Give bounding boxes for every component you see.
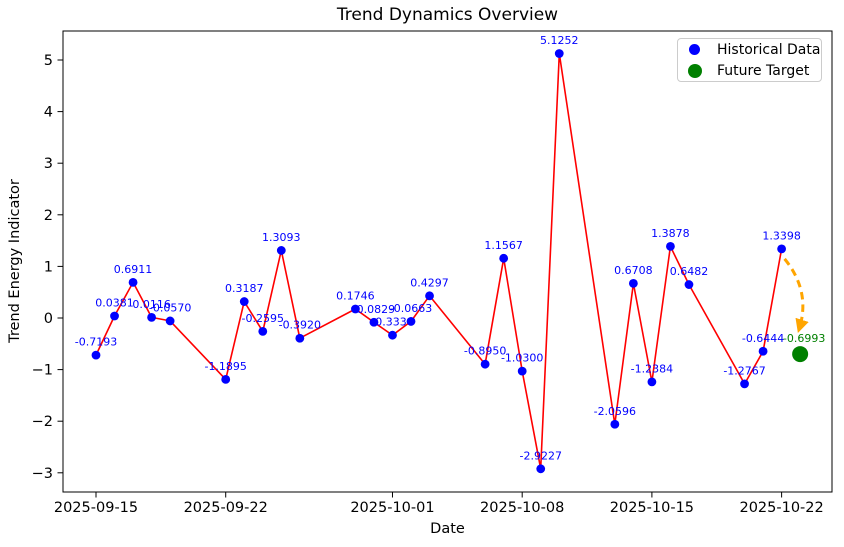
- data-point-label: -1.0300: [501, 352, 543, 365]
- data-point: [647, 377, 657, 387]
- data-point-label: -0.2595: [242, 312, 284, 325]
- data-point-label: 1.3093: [262, 231, 301, 244]
- y-axis-label: Trend Energy Indicator: [7, 179, 23, 343]
- data-point-label: -0.3330: [371, 316, 413, 329]
- data-point-label: -0.0570: [149, 301, 191, 314]
- legend-item-future-target: Future Target: [678, 62, 821, 79]
- data-point-label: -0.0663: [390, 302, 432, 315]
- y-tick-label: 0: [44, 311, 53, 327]
- data-point: [480, 359, 490, 369]
- data-point-label: -1.2767: [723, 364, 765, 377]
- y-tick-label: 2: [44, 208, 53, 224]
- data-point-label: -0.3920: [279, 319, 321, 332]
- data-point-label: 5.1252: [540, 34, 579, 47]
- data-point-label: -2.9227: [519, 449, 561, 462]
- data-point: [110, 311, 119, 321]
- future-point-label: -0.6993: [783, 332, 825, 345]
- data-point: [666, 241, 675, 251]
- data-point: [369, 317, 379, 327]
- x-tick-label: 2025-10-15: [610, 500, 694, 516]
- data-point-label: -0.7193: [75, 336, 117, 349]
- data-point-label: 0.3187: [225, 282, 264, 295]
- data-point: [610, 419, 620, 429]
- data-point: [777, 244, 787, 254]
- data-point-label: 1.1567: [484, 239, 523, 252]
- data-point-label: -0.6444: [742, 332, 784, 345]
- x-tick-label: 2025-10-08: [480, 500, 564, 516]
- forecast-arrow: [783, 257, 809, 334]
- data-point: [499, 253, 509, 263]
- data-point-label: -2.0596: [594, 405, 636, 418]
- y-tick-label: 1: [44, 259, 53, 275]
- data-point-label: 0.0381: [95, 297, 134, 310]
- data-point: [276, 246, 286, 255]
- x-tick-label: 2025-10-22: [739, 500, 823, 516]
- data-point: [554, 49, 564, 58]
- x-tick-label: 2025-10-01: [350, 500, 434, 516]
- data-point-label: 0.6708: [614, 264, 653, 277]
- historical-data-marker-icon: [689, 44, 700, 55]
- data-point: [165, 316, 175, 326]
- data-point: [91, 350, 101, 360]
- data-point: [239, 297, 249, 306]
- future-point: [792, 346, 809, 363]
- data-point: [406, 317, 416, 326]
- legend-label-historical-data: Historical Data: [717, 41, 821, 58]
- legend: Historical Data Future Target: [677, 38, 822, 82]
- chart-title: Trend Dynamics Overview: [336, 5, 559, 25]
- y-tick-label: 3: [44, 156, 53, 172]
- data-point-label: 0.0116: [132, 298, 171, 311]
- data-point-label: -1.1895: [204, 360, 246, 373]
- data-point: [758, 346, 768, 356]
- y-tick-label: 5: [44, 53, 53, 69]
- data-point: [147, 313, 156, 322]
- data-point-label: 0.1746: [336, 289, 375, 302]
- data-point-label: 1.3878: [651, 227, 690, 240]
- data-point: [351, 304, 360, 314]
- data-point: [684, 280, 694, 289]
- x-axis-label: Date: [430, 521, 465, 537]
- x-tick-label: 2025-09-22: [184, 500, 268, 516]
- data-point-label: -0.8950: [464, 345, 506, 358]
- data-point: [536, 464, 546, 474]
- data-point: [740, 379, 749, 389]
- data-point: [295, 333, 305, 343]
- y-tick-label: −2: [32, 414, 53, 430]
- data-point-label: -1.2384: [631, 362, 673, 375]
- data-point-label: 0.6911: [114, 263, 153, 276]
- data-point-label: 0.4297: [410, 276, 449, 289]
- data-point-label: -0.0829: [353, 303, 395, 316]
- plot-frame: [62, 30, 833, 493]
- x-tick-label: 2025-09-15: [54, 500, 138, 516]
- y-tick-label: 4: [44, 105, 53, 121]
- data-point: [388, 330, 397, 340]
- y-tick-label: −1: [32, 363, 53, 379]
- data-point: [517, 366, 527, 376]
- data-point: [258, 326, 268, 336]
- data-point: [425, 291, 434, 301]
- legend-label-future-target: Future Target: [717, 62, 810, 79]
- legend-item-historical-data: Historical Data: [678, 41, 821, 58]
- data-point-label: 0.6482: [670, 265, 709, 278]
- trend-line: [95, 52, 783, 470]
- data-point-label: 1.3398: [762, 229, 801, 242]
- data-point: [221, 374, 231, 384]
- data-point: [128, 277, 138, 287]
- y-tick-label: −3: [32, 466, 53, 482]
- future-target-marker-icon: [687, 63, 702, 78]
- data-point: [628, 278, 638, 288]
